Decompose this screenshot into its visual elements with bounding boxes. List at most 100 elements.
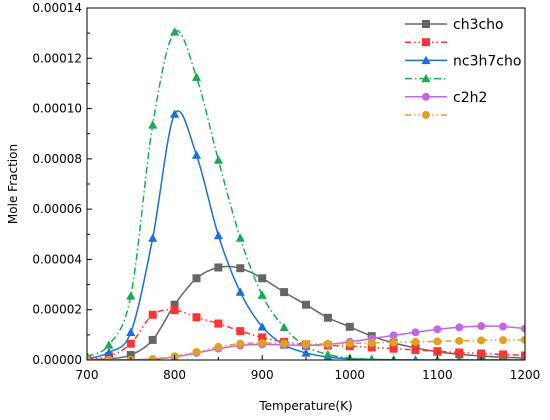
data-point <box>367 343 376 352</box>
data-point <box>411 345 420 354</box>
data-point <box>477 349 486 358</box>
data-point <box>192 274 201 283</box>
data-point <box>411 328 420 337</box>
data-point <box>301 348 311 357</box>
data-point <box>500 355 506 360</box>
data-point <box>323 339 332 348</box>
data-point <box>455 348 464 357</box>
data-point <box>87 356 91 360</box>
series-5 <box>87 335 525 360</box>
data-point <box>214 319 223 328</box>
data-point <box>126 327 136 337</box>
data-point <box>126 350 135 359</box>
data-point <box>192 313 201 322</box>
data-point <box>236 264 245 273</box>
data-point <box>412 355 419 360</box>
data-point <box>433 347 442 356</box>
y-tick-label: 0.00004 <box>32 252 82 266</box>
data-point <box>257 290 267 299</box>
data-point <box>104 347 114 357</box>
data-point <box>148 233 158 242</box>
y-tick-label: 0.00006 <box>32 202 82 216</box>
x-tick-label: 1100 <box>422 368 453 382</box>
legend-swatch-marker <box>422 38 430 47</box>
data-point <box>389 338 398 347</box>
legend-label: nc3h7cho <box>453 53 521 69</box>
data-point <box>148 120 158 129</box>
data-point <box>323 349 333 359</box>
legend-swatch-marker <box>422 92 430 101</box>
data-point <box>302 339 310 348</box>
data-point <box>104 356 113 360</box>
data-point <box>279 322 289 331</box>
data-point <box>214 263 223 272</box>
legend-swatch-marker <box>422 111 430 119</box>
data-point <box>477 336 486 345</box>
data-point <box>236 327 245 336</box>
data-point <box>235 287 245 296</box>
data-point <box>389 344 398 353</box>
y-tick-label: 0.00010 <box>32 102 82 116</box>
data-point <box>477 322 486 331</box>
data-point <box>170 300 179 309</box>
data-point <box>258 333 267 342</box>
data-point <box>433 325 442 334</box>
x-tick-label: 1000 <box>335 368 366 382</box>
data-point <box>258 338 267 347</box>
plot-series <box>87 27 525 360</box>
y-axis: 0.00000 0.00002 0.00004 0.00006 0.00008 0.000… <box>32 1 92 367</box>
data-point <box>455 336 464 345</box>
data-point <box>236 339 245 348</box>
data-point <box>170 306 179 315</box>
data-point <box>280 288 289 297</box>
data-point <box>148 335 157 344</box>
data-point <box>345 322 354 331</box>
legend-swatch-marker <box>422 20 430 28</box>
x-tick-label: 900 <box>251 368 274 382</box>
legend-swatch-marker <box>421 55 431 65</box>
data-point <box>499 322 508 331</box>
x-axis-title: Temperature(K) <box>258 399 352 413</box>
legend: ch3cho nc3h7cho c2h2 <box>405 17 521 119</box>
data-point <box>367 338 376 347</box>
y-tick-label: 0.00014 <box>32 1 82 15</box>
data-point <box>191 150 202 159</box>
data-point <box>170 27 180 36</box>
data-point <box>389 331 398 340</box>
data-point <box>521 335 525 344</box>
data-point <box>521 324 525 333</box>
data-point <box>368 354 375 360</box>
y-tick-label: 0.00012 <box>32 51 82 65</box>
data-point <box>499 350 508 359</box>
data-point <box>213 155 223 164</box>
y-tick-label: 0.00008 <box>32 152 82 166</box>
data-point <box>433 337 442 346</box>
data-point <box>104 340 114 349</box>
y-axis-title: Mole Fraction <box>6 144 20 224</box>
x-axis: 700 800 900 1000 1100 1200 <box>76 355 541 382</box>
data-point <box>126 291 136 300</box>
data-point <box>126 339 135 348</box>
x-tick-label: 1200 <box>510 368 541 382</box>
data-point <box>280 339 289 348</box>
y-tick-label: 0.00000 <box>32 353 82 367</box>
data-point <box>192 347 201 356</box>
series-line <box>87 110 525 360</box>
data-point <box>499 336 508 345</box>
legend-label: c2h2 <box>453 90 487 106</box>
data-point <box>213 230 223 240</box>
series-line <box>87 29 525 360</box>
data-point <box>455 323 464 332</box>
data-point <box>258 274 267 283</box>
data-point <box>148 310 157 319</box>
data-point <box>323 313 332 322</box>
y-tick-label: 0.00002 <box>32 303 82 317</box>
data-point <box>191 72 202 81</box>
data-point <box>170 109 180 118</box>
x-tick-label: 700 <box>76 368 99 382</box>
data-point <box>521 351 525 360</box>
data-point <box>302 300 310 309</box>
data-point <box>235 233 245 242</box>
data-point <box>214 342 223 351</box>
